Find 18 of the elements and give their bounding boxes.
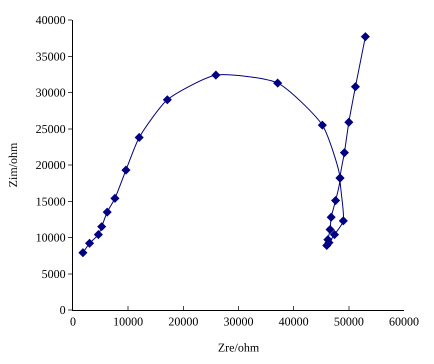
x-tick-label: 20000 (168, 314, 198, 328)
y-tick-label: 30000 (36, 86, 66, 100)
y-tick-label: 0 (60, 303, 66, 318)
y-tick-label: 35000 (36, 49, 66, 64)
y-tick-label: 15000 (36, 194, 66, 208)
x-tick-label: 30000 (224, 314, 254, 328)
y-tick-label: 5000 (42, 266, 66, 281)
x-tick-label: 50000 (334, 314, 364, 328)
x-axis-title: Zre/ohm (218, 340, 260, 354)
y-tick-label: 40000 (36, 13, 66, 28)
y-axis-title: Zim/ohm (6, 142, 20, 188)
y-tick-label: 10000 (36, 230, 66, 245)
x-tick-label: 10000 (113, 314, 144, 328)
y-tick-label: 25000 (36, 122, 66, 136)
y-tick-label: 20000 (36, 158, 66, 172)
x-tick-label: 0 (70, 314, 76, 328)
x-tick-label: 40000 (278, 314, 309, 328)
x-tick-label: 60000 (389, 314, 419, 328)
